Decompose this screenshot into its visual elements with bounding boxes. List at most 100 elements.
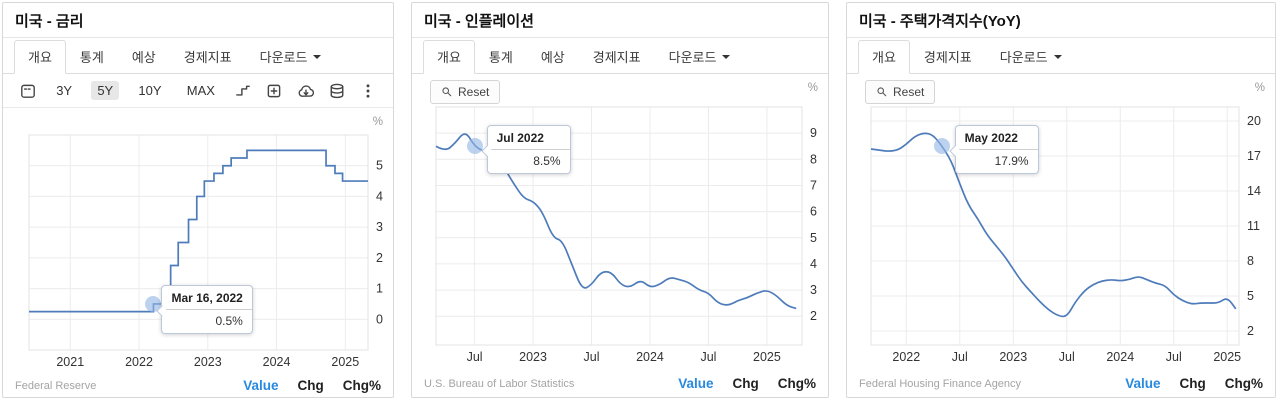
x-tick-label: 2025 (1213, 350, 1241, 364)
chart-toolbar: 3Y 5Y 10Y MAX (3, 74, 393, 108)
magnifier-icon (877, 87, 887, 97)
footer-link-chg%[interactable]: Chg% (1224, 376, 1263, 391)
reset-zoom-button[interactable]: Reset (865, 80, 936, 104)
source-attribution: Federal Reserve (15, 379, 97, 392)
x-tick-label: 2024 (263, 355, 291, 368)
chevron-down-icon (313, 54, 322, 59)
y-tick-label: 5 (376, 159, 383, 173)
tab-개요[interactable]: 개요 (858, 40, 910, 74)
y-tick-label: 14 (1247, 184, 1261, 198)
source-attribution: Federal Housing Finance Agency (859, 377, 1022, 390)
chart-footer: Federal Reserve Value Chg Chg% (3, 368, 393, 397)
range-button-10y[interactable]: 10Y (138, 83, 162, 98)
inflation-chart[interactable]: 2 3 4 5 6 7 8 9 Jul 2023 Jul 2024 Jul 2025 (412, 74, 828, 366)
y-tick-label: 2 (810, 309, 817, 323)
page-title: 미국 - 인플레이션 (412, 3, 828, 38)
download-icon[interactable] (297, 82, 315, 100)
panel-us-interest-rate: 미국 - 금리 개요 통계 예상 경제지표 다운로드 3Y 5Y 10Y MAX 0 1 2 3 4 5… (2, 2, 394, 398)
tooltip-date: Mar 16, 2022 (162, 286, 252, 310)
chart-area: 2 3 4 5 6 7 8 9 Jul 2023 Jul 2024 Jul 2025 Reset % Ju… (412, 74, 828, 366)
tab-다운로드[interactable]: 다운로드 (655, 40, 745, 74)
x-tick-label: 2025 (331, 355, 359, 368)
tooltip-value: 0.5% (215, 313, 243, 328)
x-tick-label: Jul (1166, 350, 1182, 364)
y-tick-label: 3 (810, 283, 817, 297)
series-mode-links: Value Chg Chg% (1125, 376, 1263, 391)
tab-개요[interactable]: 개요 (14, 40, 66, 74)
chart-tooltip: May 2022 17.9% (949, 124, 1039, 174)
footer-link-chg%[interactable]: Chg% (777, 376, 816, 391)
tab-예상[interactable]: 예상 (527, 40, 579, 74)
x-tick-label: Jul (700, 350, 716, 364)
x-tick-label: 2025 (753, 350, 781, 364)
y-tick-label: 8 (1247, 254, 1254, 268)
x-tick-label: 2022 (125, 355, 153, 368)
tab-label: 경제지표 (592, 50, 641, 65)
interest-rate-chart[interactable]: 0 1 2 3 4 5 2021 2022 2023 2024 2025 (3, 108, 393, 368)
calendar-icon[interactable] (19, 82, 37, 100)
tab-label: 예상 (540, 50, 565, 65)
x-tick-label: Jul (952, 350, 968, 364)
house-price-chart[interactable]: 2 5 8 11 14 17 20 2022 Jul 2023 Jul 2024 Jul 2025 (847, 74, 1275, 366)
tab-경제지표[interactable]: 경제지표 (910, 40, 986, 74)
chart-area: 2 5 8 11 14 17 20 2022 Jul 2023 Jul 2024 Jul 2025 Res… (847, 74, 1275, 366)
chart-area: 0 1 2 3 4 5 2021 2022 2023 2024 2025 % Mar 16, 202… (3, 108, 393, 368)
y-tick-label: 4 (810, 257, 817, 271)
step-line-icon[interactable] (234, 82, 252, 100)
tooltip-value: 17.9% (994, 153, 1029, 168)
tab-개요[interactable]: 개요 (423, 40, 475, 74)
tab-다운로드[interactable]: 다운로드 (246, 40, 336, 74)
tab-통계[interactable]: 통계 (66, 40, 118, 74)
database-icon[interactable] (328, 82, 346, 100)
footer-link-chg%[interactable]: Chg% (342, 378, 381, 393)
tab-예상[interactable]: 예상 (118, 40, 170, 74)
footer-link-value[interactable]: Value (243, 378, 279, 393)
footer-link-value[interactable]: Value (678, 376, 714, 391)
x-tick-label: 2023 (194, 355, 222, 368)
footer-link-chg[interactable]: Chg (732, 376, 759, 391)
x-tick-label: 2021 (56, 355, 84, 368)
footer-link-chg[interactable]: Chg (297, 378, 324, 393)
y-tick-label: 4 (376, 189, 383, 203)
tab-bar: 개요 통계 예상 경제지표 다운로드 (3, 40, 393, 74)
tab-label: 개요 (437, 50, 461, 65)
range-button-max[interactable]: MAX (186, 83, 215, 98)
chart-tooltip: Jul 2022 8.5% (481, 125, 571, 175)
tab-label: 예상 (131, 50, 156, 65)
tab-label: 경제지표 (923, 50, 972, 65)
reset-zoom-button[interactable]: Reset (430, 80, 501, 104)
range-button-3y[interactable]: 3Y (56, 83, 73, 98)
x-tick-label: Jul (584, 350, 600, 364)
y-tick-label: 5 (1247, 289, 1254, 303)
x-tick-label: 2023 (999, 350, 1027, 364)
y-axis-unit: % (372, 116, 383, 128)
tab-경제지표[interactable]: 경제지표 (170, 40, 246, 74)
x-tick-label: 2023 (519, 350, 547, 364)
tab-bar: 개요 경제지표 다운로드 (847, 40, 1275, 74)
tab-label: 다운로드 (259, 50, 308, 65)
y-tick-label: 11 (1247, 219, 1260, 233)
tab-통계[interactable]: 통계 (475, 40, 527, 74)
y-tick-label: 6 (810, 205, 817, 219)
footer-link-value[interactable]: Value (1125, 376, 1161, 391)
y-tick-label: 2 (1247, 324, 1254, 338)
series-mode-links: Value Chg Chg% (678, 376, 816, 391)
range-button-5y[interactable]: 5Y (91, 81, 120, 100)
tab-label: 다운로드 (999, 50, 1048, 65)
tooltip-date: Jul 2022 (487, 126, 570, 151)
chevron-down-icon (1053, 54, 1062, 59)
x-tick-label: 2024 (1106, 350, 1134, 364)
tab-label: 통계 (488, 50, 513, 65)
panel-us-inflation: 미국 - 인플레이션 개요 통계 예상 경제지표 다운로드 2 3 4 5 6 7 8 9 Jul 202… (411, 2, 829, 398)
tab-label: 다운로드 (668, 50, 717, 65)
hover-marker-dot (466, 138, 483, 155)
add-series-icon[interactable] (265, 82, 283, 100)
y-tick-label: 17 (1247, 149, 1261, 163)
more-options-icon[interactable] (359, 82, 377, 100)
series-mode-links: Value Chg Chg% (243, 378, 381, 393)
tab-label: 통계 (79, 50, 104, 65)
tab-경제지표[interactable]: 경제지표 (579, 40, 655, 74)
tab-다운로드[interactable]: 다운로드 (986, 40, 1076, 74)
footer-link-chg[interactable]: Chg (1179, 376, 1206, 391)
